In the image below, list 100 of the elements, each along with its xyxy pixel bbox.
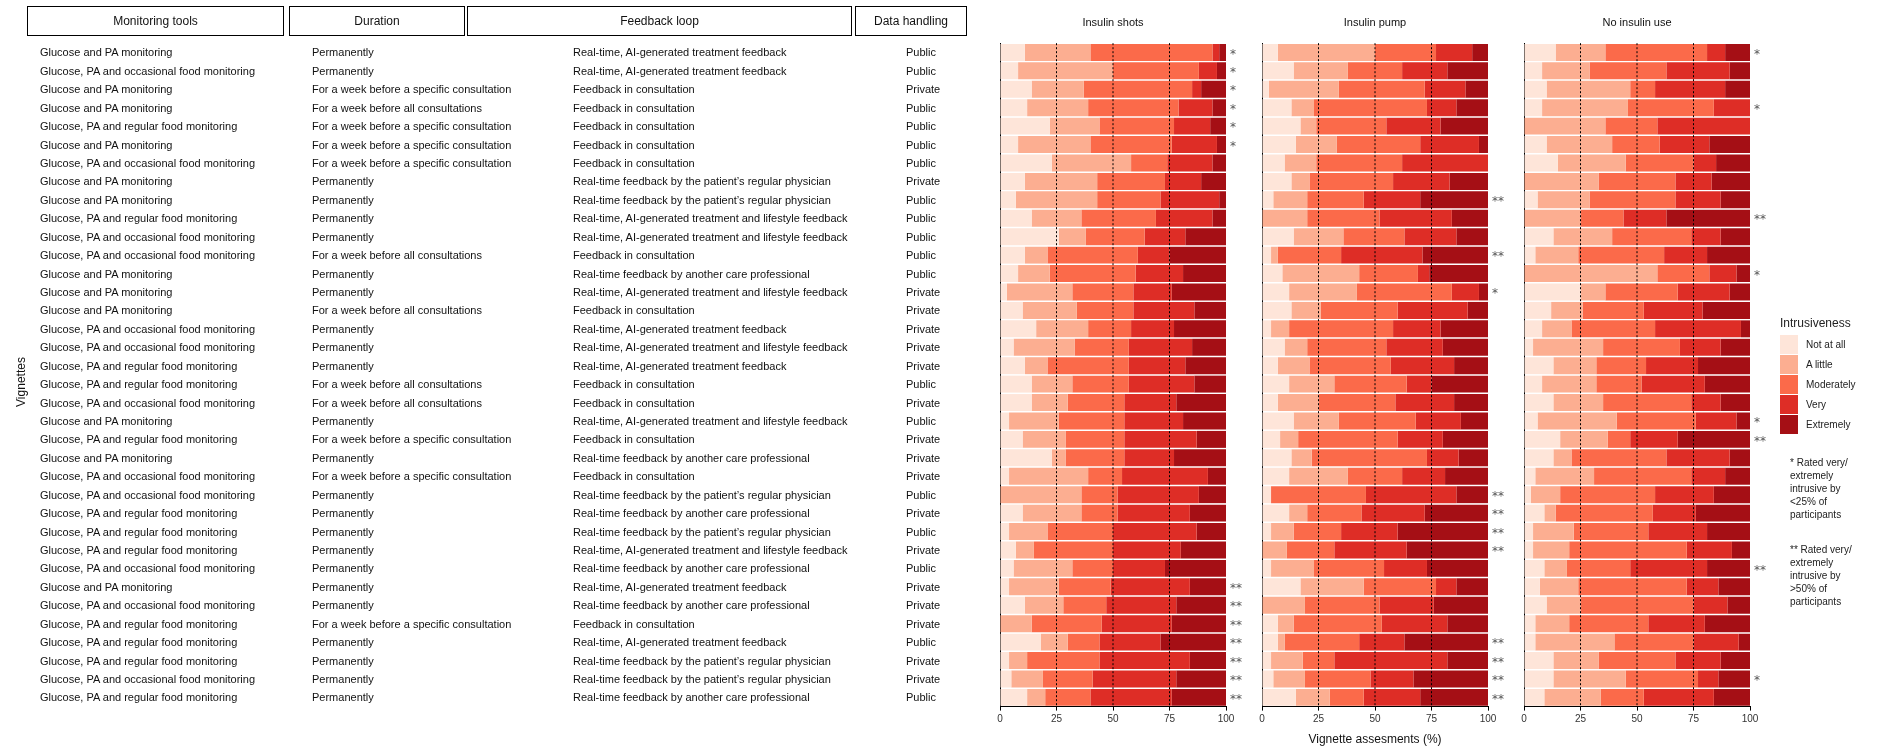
data-label: ** [1230, 599, 1242, 614]
text: Glucose and PA monitoring [40, 267, 173, 280]
text: Glucose and PA monitoring [40, 138, 173, 151]
text: Glucose, PA and occasional food monitoring [40, 156, 256, 169]
text: Private [906, 433, 941, 446]
data-label: ** [1492, 673, 1504, 688]
text: Public [906, 249, 936, 262]
text: Glucose and PA monitoring [40, 83, 173, 96]
text: Private [906, 470, 941, 483]
text: For a week before a specific consultation [312, 120, 512, 133]
category-label: Feedback loop [467, 6, 852, 36]
x-tick-label: 0 [1259, 713, 1266, 725]
text: Real-time feedback by the patient’s regular physician [573, 672, 831, 685]
text: Permanently [312, 212, 374, 225]
text: Real-time, AI-generated treatment feedback [573, 64, 787, 77]
text: For a week before all consultations [312, 249, 482, 262]
text: Glucose and PA monitoring [40, 193, 173, 206]
text: Feedback in consultation [573, 101, 695, 114]
text: Feedback in consultation [573, 396, 695, 409]
text: Glucose, PA and occasional food monitoring [40, 230, 256, 243]
text: Glucose and PA monitoring [40, 414, 173, 427]
legend-label: A little [1806, 358, 1833, 370]
text: Real-time feedback by another care professional [573, 599, 810, 612]
text: Permanently [312, 543, 374, 556]
data-label: * [1230, 101, 1236, 116]
text: Feedback in consultation [573, 83, 695, 96]
text: Permanently [312, 488, 374, 501]
text: Glucose, PA and regular food monitoring [40, 543, 238, 556]
legend-label: Very [1806, 398, 1827, 410]
x-tick-label: 100 [1741, 713, 1759, 725]
x-tick-label: 100 [1217, 713, 1235, 725]
text: Real-time feedback by another care professional [573, 267, 810, 280]
text: Feedback in consultation [573, 249, 695, 262]
text: Real-time feedback by another care professional [573, 451, 810, 464]
text: Permanently [312, 193, 374, 206]
text: Glucose, PA and regular food monitoring [40, 120, 238, 133]
x-tick-label: 75 [1163, 713, 1176, 725]
text: Permanently [312, 322, 374, 335]
text: Permanently [312, 267, 374, 280]
text: Public [906, 562, 936, 575]
text: Permanently [312, 46, 374, 59]
text: For a week before all consultations [312, 396, 482, 409]
x-tick-label: 25 [1312, 713, 1325, 725]
text: Real-time feedback by the patient’s regular physician [573, 654, 831, 667]
text: Permanently [312, 672, 374, 685]
data-label: ** [1754, 212, 1766, 227]
text: Real-time feedback by another care professional [573, 691, 810, 704]
data-label: * [1754, 267, 1760, 282]
text: Real-time feedback by the patient’s regular physician [573, 193, 831, 206]
data-label: ** [1754, 562, 1766, 577]
data-label: ** [1492, 544, 1504, 559]
text: Glucose, PA and regular food monitoring [40, 636, 238, 649]
x-axis-title: Vignette assesments (%) [1308, 732, 1442, 747]
text: Glucose and PA monitoring [40, 285, 173, 298]
text: Private [906, 175, 941, 188]
text: Glucose, PA and occasional food monitoring [40, 64, 256, 77]
text: Permanently [312, 507, 374, 520]
text: For a week before all consultations [312, 304, 482, 317]
text: Glucose, PA and regular food monitoring [40, 507, 238, 520]
legend-label: Moderately [1806, 378, 1856, 390]
data-label: * [1754, 415, 1760, 430]
data-label: ** [1230, 691, 1242, 706]
data-label: ** [1492, 249, 1504, 264]
text: Public [906, 193, 936, 206]
text: Private [906, 322, 941, 335]
x-tick-label: 25 [1574, 713, 1587, 725]
text: Private [906, 543, 941, 556]
x-tick-label: 50 [1631, 713, 1643, 725]
text: Private [906, 396, 941, 409]
text: Real-time feedback by the patient’s regular physician [573, 488, 831, 501]
text: Real-time, AI-generated treatment feedback [573, 322, 787, 335]
text: For a week before a specific consultation [312, 470, 512, 483]
text: ** Rated very/ extremely intrusive by >50% of participants [1789, 543, 1853, 608]
text: Private [906, 580, 941, 593]
text: Public [906, 691, 936, 704]
text: Glucose and PA monitoring [40, 451, 173, 464]
x-tick-label: 100 [1479, 713, 1497, 725]
text: For a week before a specific consultation [312, 617, 512, 630]
text: Permanently [312, 636, 374, 649]
text: Permanently [312, 230, 374, 243]
data-label: * [1230, 83, 1236, 98]
text: For a week before a specific consultation [312, 138, 512, 151]
x-tick-label: 0 [1521, 713, 1528, 725]
data-label: * [1230, 46, 1236, 61]
legend-title: Intrusiveness [1780, 316, 1852, 330]
text: Glucose, PA and occasional food monitoring [40, 488, 256, 501]
data-label: * [1754, 101, 1760, 116]
text: Permanently [312, 599, 374, 612]
text: Permanently [312, 691, 374, 704]
data-label: ** [1492, 636, 1504, 651]
data-label: ** [1754, 433, 1766, 448]
text: Public [906, 120, 936, 133]
text: Glucose, PA and occasional food monitoring [40, 562, 256, 575]
text: Public [906, 636, 936, 649]
data-label: ** [1492, 488, 1504, 503]
text: Feedback in consultation [573, 433, 695, 446]
category-label: Duration [289, 6, 465, 36]
text: * Rated very/ extremely intrusive by <25% of participants [1789, 456, 1849, 521]
text: Public [906, 488, 936, 501]
x-tick-label: 50 [1107, 713, 1119, 725]
